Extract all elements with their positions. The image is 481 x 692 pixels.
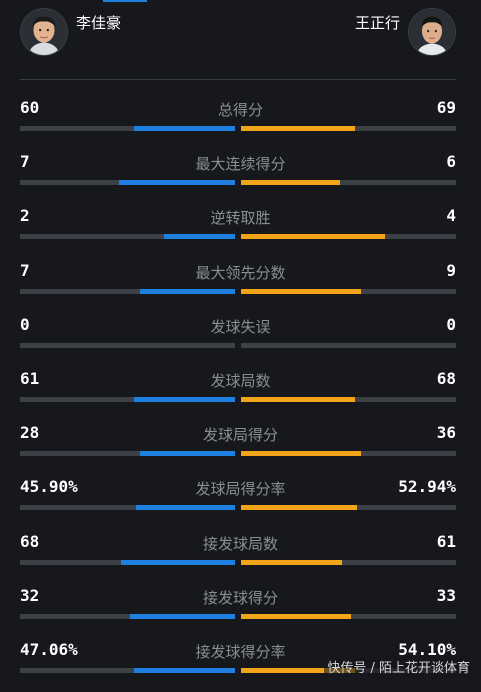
stat-label: 总得分	[217, 101, 263, 119]
stat-left-bar-track	[20, 342, 235, 348]
stat-right-bar-track	[241, 396, 456, 402]
stat-right-value: 68	[436, 368, 456, 388]
stat-left-bar-track	[20, 234, 235, 240]
header-divider	[20, 79, 456, 80]
stat-left-value: 32	[20, 585, 40, 605]
stat-left-bar-fill	[133, 126, 235, 131]
player-left-name: 李佳豪	[76, 14, 122, 32]
stat-left-bar-fill	[129, 613, 235, 619]
stat-right-bar-track	[241, 559, 456, 565]
stat-right-bar-fill	[241, 396, 355, 402]
stat-right-bar-fill	[241, 288, 362, 294]
stat-label: 发球失误	[210, 317, 271, 336]
stat-right-bar-fill	[241, 180, 340, 186]
stat-label: 最大连续得分	[195, 155, 286, 174]
stat-right-bar-track	[241, 234, 456, 240]
stat-right-value: 9	[446, 260, 456, 280]
stat-label: 接发球局数	[202, 534, 278, 553]
stat-left-bar-fill	[140, 288, 235, 294]
stat-left-bar-track	[20, 667, 235, 673]
stat-right-bar-fill	[241, 126, 355, 131]
avatar-left[interactable]	[20, 8, 68, 56]
stat-right-bar-fill	[241, 559, 343, 565]
stat-row: 7 最大连续得分 6	[0, 150, 481, 204]
stat-left-bar-fill	[133, 667, 235, 673]
player-face-icon	[21, 9, 67, 55]
stat-left-bar-track	[20, 180, 235, 186]
stat-right-bar-track	[241, 342, 456, 348]
stat-right-bar-track	[241, 451, 456, 457]
stat-left-value: 0	[20, 314, 30, 334]
stat-right-bar-fill	[241, 505, 358, 511]
stat-row: 45.90% 发球局得分率 52.94%	[0, 475, 481, 529]
stat-label: 接发球得分率	[195, 642, 286, 661]
stat-row: 28 发球局得分 36	[0, 421, 481, 475]
stat-left-bar-track	[20, 451, 235, 457]
stats-list: 60 总得分 69 7 最大连续得分 6 2 逆转取胜 4 7 最大领先分数 9 0 发球失误 0 61 发球局…	[0, 96, 481, 692]
stat-left-bar-fill	[136, 505, 235, 511]
stat-row: 0 发球失误 0	[0, 313, 481, 367]
stat-right-value: 52.94%	[398, 477, 456, 497]
stat-label: 接发球得分	[202, 588, 278, 607]
stat-left-value: 60	[20, 98, 40, 117]
stat-left-bar-track	[20, 505, 235, 511]
stat-right-value: 61	[436, 531, 456, 551]
stat-right-value: 0	[446, 314, 456, 334]
stat-right-bar-fill	[241, 451, 362, 457]
stat-label: 逆转取胜	[210, 209, 271, 228]
stat-left-value: 7	[20, 260, 30, 280]
top-tab-indicator	[103, 0, 147, 2]
stat-right-value: 54.10%	[398, 639, 456, 659]
avatar-right[interactable]	[408, 8, 456, 56]
stat-right-bar-track	[241, 505, 456, 511]
stat-left-value: 47.06%	[20, 639, 78, 659]
stat-row: 32 接发球得分 33	[0, 584, 481, 638]
stat-right-bar-fill	[241, 234, 386, 240]
stat-row: 7 最大领先分数 9	[0, 259, 481, 313]
stat-left-bar-track	[20, 396, 235, 402]
player-face-icon	[409, 9, 455, 55]
stat-right-value: 36	[436, 423, 456, 443]
stat-left-bar-fill	[133, 396, 235, 402]
stat-right-value: 69	[436, 98, 456, 117]
stat-right-bar-fill	[241, 613, 351, 619]
stat-right-value: 6	[446, 152, 456, 172]
stat-left-value: 7	[20, 152, 30, 172]
match-header: 李佳豪 王正行	[0, 0, 481, 80]
stat-row: 61 发球局数 68	[0, 367, 481, 421]
stat-left-value: 68	[20, 531, 40, 551]
player-right[interactable]: 王正行	[355, 8, 456, 58]
stat-left-bar-fill	[140, 451, 235, 457]
stat-left-value: 28	[20, 423, 40, 443]
player-left[interactable]: 李佳豪	[20, 8, 121, 58]
stat-right-bar-fill	[241, 667, 355, 673]
stat-right-bar-track	[241, 180, 456, 186]
stat-right-value: 4	[446, 206, 456, 226]
stat-left-bar-track	[20, 288, 235, 294]
stat-row: 60 总得分 69	[0, 96, 481, 150]
stat-left-value: 61	[20, 368, 40, 388]
stat-right-bar-track	[241, 613, 456, 619]
stat-left-bar-fill	[121, 559, 235, 565]
stat-right-value: 33	[436, 585, 456, 605]
player-right-name: 王正行	[354, 14, 400, 32]
stat-row: 2 逆转取胜 4	[0, 204, 481, 258]
watermark: 快传号 / 陌上花开谈体育	[324, 656, 473, 677]
stat-left-bar-track	[20, 559, 235, 565]
stat-label: 发球局数	[210, 371, 271, 390]
stat-left-bar-track	[20, 126, 235, 131]
stat-left-value: 2	[20, 206, 30, 226]
stat-label: 最大领先分数	[195, 263, 286, 282]
stat-row: 68 接发球局数 61	[0, 530, 481, 584]
stat-right-bar-track	[241, 126, 456, 131]
stat-right-bar-track	[241, 288, 456, 294]
stat-label: 发球局得分	[202, 426, 278, 445]
stat-left-bar-track	[20, 613, 235, 619]
stat-left-bar-fill	[164, 234, 235, 240]
stat-label: 发球局得分率	[195, 480, 286, 499]
stat-left-bar-fill	[118, 180, 235, 186]
stat-left-value: 45.90%	[20, 477, 78, 497]
